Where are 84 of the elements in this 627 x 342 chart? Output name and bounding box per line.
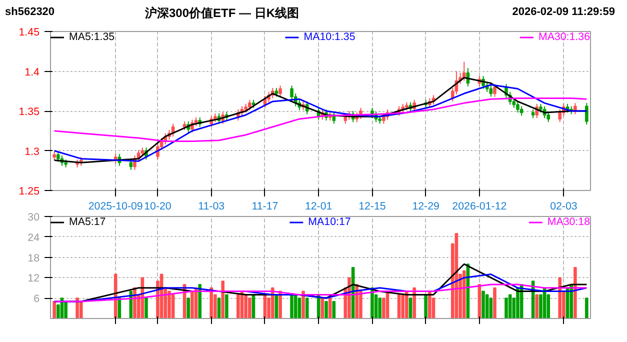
bar bbox=[535, 294, 539, 319]
candlestick bbox=[520, 106, 524, 116]
bar bbox=[76, 298, 79, 319]
candlestick bbox=[56, 151, 60, 163]
line-series bbox=[54, 98, 588, 142]
bar bbox=[168, 290, 171, 319]
chart-title: 沪深300价值ETF — 日K线图 bbox=[145, 5, 300, 22]
candlestick bbox=[493, 84, 496, 98]
text: 2026-02-09 11:29:59 bbox=[512, 5, 615, 20]
y-tick-label: 18 bbox=[28, 252, 40, 264]
bar bbox=[574, 267, 577, 319]
bar bbox=[424, 294, 428, 319]
x-tick-label: 11-03 bbox=[198, 200, 225, 213]
bar bbox=[236, 294, 240, 319]
bar bbox=[190, 290, 194, 319]
bar bbox=[298, 298, 302, 319]
bar bbox=[52, 301, 56, 319]
legend-label: MA30:1.36 bbox=[538, 31, 590, 44]
chart-subtitle: sh562320 bbox=[5, 5, 55, 20]
line-series bbox=[54, 284, 588, 302]
y-tick-label: 12 bbox=[28, 272, 40, 285]
bar bbox=[493, 288, 496, 319]
bar bbox=[504, 298, 508, 319]
bar bbox=[225, 294, 228, 319]
candlestick bbox=[585, 102, 588, 126]
candlestick bbox=[248, 100, 252, 111]
y-tick-label: 1.35 bbox=[18, 106, 40, 118]
bar bbox=[408, 298, 412, 319]
bar bbox=[482, 290, 485, 319]
y-tick-label: 1.4 bbox=[24, 66, 40, 78]
bar bbox=[210, 288, 213, 319]
bar bbox=[302, 290, 305, 319]
legend-label: MA10:17 bbox=[308, 216, 351, 228]
candlestick bbox=[516, 101, 520, 114]
y-tick-label: 1.25 bbox=[18, 186, 40, 198]
candlestick bbox=[382, 113, 386, 124]
bar bbox=[378, 298, 382, 319]
x-tick-label: 12-15 bbox=[358, 200, 386, 213]
bar bbox=[370, 288, 374, 319]
bar bbox=[144, 298, 148, 319]
bar bbox=[462, 270, 466, 319]
x-tick-label: 12-01 bbox=[304, 200, 332, 213]
bar bbox=[508, 294, 512, 319]
y-tick-label: 24 bbox=[28, 232, 40, 244]
bar bbox=[585, 298, 588, 319]
bar bbox=[405, 290, 408, 319]
bar bbox=[485, 294, 489, 319]
bar bbox=[79, 301, 83, 319]
bar bbox=[248, 298, 252, 319]
y-tick-label: 1.3 bbox=[24, 146, 40, 158]
bar bbox=[244, 294, 248, 319]
bar bbox=[294, 294, 298, 319]
bar bbox=[64, 301, 68, 319]
x-tick-label: 2025-10-09 bbox=[88, 200, 143, 213]
legend-label: MA30:18 bbox=[547, 216, 590, 228]
bar bbox=[412, 288, 416, 319]
x-tick-label: 11-17 bbox=[252, 200, 278, 213]
text: MA5:1.35 bbox=[69, 31, 115, 44]
text: MA5:17 bbox=[69, 216, 106, 228]
bar bbox=[198, 284, 202, 319]
y-tick-label: 1.45 bbox=[18, 26, 40, 39]
bar bbox=[324, 301, 328, 319]
bar bbox=[186, 298, 190, 319]
candlestick bbox=[512, 98, 516, 108]
legend-label: MA10:1.35 bbox=[304, 31, 356, 44]
bar bbox=[428, 290, 432, 319]
bar bbox=[290, 294, 294, 319]
candlestick bbox=[489, 85, 493, 98]
bar bbox=[558, 277, 562, 319]
candlestick bbox=[278, 85, 282, 98]
bar bbox=[305, 298, 309, 319]
y-tick-label: 30 bbox=[28, 212, 40, 224]
x-tick-label: 12-29 bbox=[412, 200, 440, 213]
bar bbox=[516, 288, 520, 319]
candlestick bbox=[574, 102, 577, 115]
y-tick-label: 6 bbox=[34, 293, 40, 306]
x-tick-label: 10-20 bbox=[144, 200, 172, 213]
x-tick-label: 2026-01-12 bbox=[452, 200, 507, 213]
bar bbox=[221, 280, 224, 319]
bar bbox=[332, 301, 336, 319]
bar bbox=[401, 294, 404, 319]
bar bbox=[217, 298, 221, 319]
x-tick-label: 02-03 bbox=[550, 200, 578, 213]
bar bbox=[489, 298, 493, 319]
